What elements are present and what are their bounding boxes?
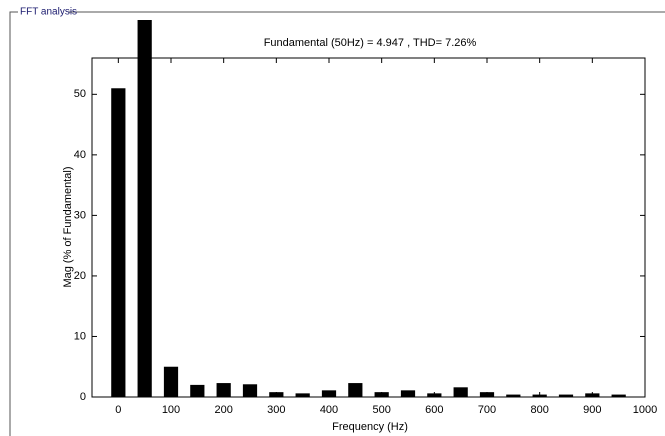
bar [348,383,363,397]
x-tick-label: 800 [530,404,548,416]
x-tick-label: 900 [583,404,601,416]
y-axis-label: Mag (% of Fundamental) [62,166,74,287]
x-tick-label: 600 [425,404,443,416]
y-tick-label: 0 [80,391,86,403]
bar [400,390,416,397]
x-tick-label: 1000 [633,404,657,416]
x-tick-label: 400 [320,404,338,416]
chart-title: Fundamental (50Hz) = 4.947 , THD= 7.26% [264,37,477,49]
axes-box [91,57,646,398]
x-tick-label: 100 [162,404,180,416]
bar [242,384,258,397]
x-tick-label: 200 [214,404,232,416]
bar [506,394,521,397]
x-tick-label: 300 [267,404,285,416]
bar [216,383,231,397]
y-tick-label: 50 [74,88,86,100]
bar [163,366,179,397]
panel-title: FFT analysis [20,7,77,18]
x-axis-label: Frequency (Hz) [332,421,408,433]
y-tick-label: 20 [74,270,86,282]
x-tick-label: 500 [372,404,390,416]
x-tick-label: 700 [478,404,496,416]
bar [295,393,310,397]
y-tick-label: 40 [74,149,86,161]
panel-frame [9,11,18,436]
bar [453,387,468,397]
bar [111,88,126,398]
bar [558,394,574,397]
bar [190,384,205,397]
y-tick-label: 10 [74,330,86,342]
x-tick-label: 0 [115,404,121,416]
bar [611,394,626,397]
bar [137,20,152,397]
y-tick-label: 30 [74,209,86,221]
